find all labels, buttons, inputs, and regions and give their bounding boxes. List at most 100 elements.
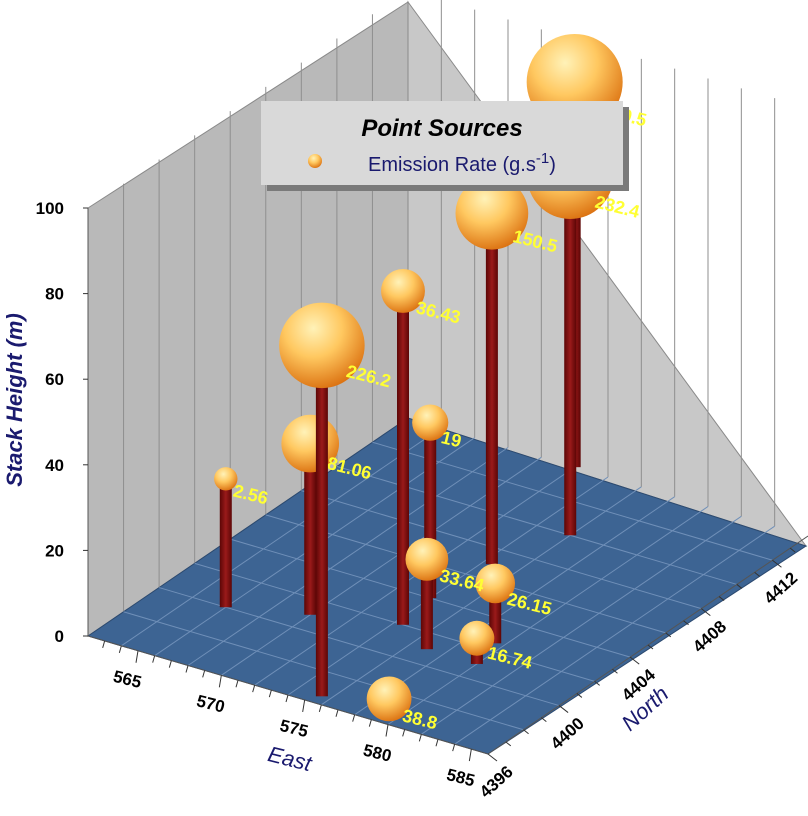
emission-label: 232.4: [593, 192, 642, 222]
z-tick-label: 0: [55, 627, 64, 646]
y-tick-mark: [718, 596, 725, 601]
y-tick-label: 4400: [547, 714, 588, 753]
stack-stem: [564, 175, 577, 536]
floor-grid-line: [121, 427, 442, 647]
x-axis-title: East: [265, 741, 315, 776]
floor-grid-line: [301, 490, 702, 610]
z-tick-label: 60: [45, 370, 64, 389]
x-tick-mark: [385, 724, 389, 737]
x-tick-mark: [352, 714, 356, 722]
x-tick-mark: [268, 689, 272, 698]
emission-sphere: [459, 620, 495, 656]
y-tick-mark: [789, 547, 796, 553]
stack-stem: [315, 345, 328, 697]
x-tick-mark: [218, 675, 222, 688]
x-tick-label: 585: [445, 765, 477, 790]
y-tick-mark: [576, 693, 583, 698]
emission-sphere: [381, 269, 425, 313]
emission-sphere: [366, 676, 412, 722]
x-tick-mark: [452, 744, 456, 752]
y-tick-mark: [629, 656, 640, 665]
floor-grid-line: [194, 562, 595, 682]
floor-grid-line: [421, 515, 742, 735]
x-tick-label: 575: [278, 716, 310, 741]
x-tick-mark: [435, 739, 439, 747]
x-tick-mark: [118, 645, 122, 653]
x-tick-mark: [468, 749, 472, 762]
z-tick-label: 100: [36, 199, 64, 218]
y-tick-mark: [647, 644, 654, 650]
x-tick-mark: [402, 729, 406, 737]
y-tick-mark: [701, 608, 711, 617]
legend-item-label: Emission Rate (g.s: [368, 154, 536, 176]
emission-sphere: [412, 404, 449, 441]
y-tick-mark: [683, 620, 689, 626]
y-tick-mark: [594, 680, 600, 686]
stack-stem: [420, 559, 433, 650]
emission-sphere: [405, 537, 449, 581]
point-source: 226.2: [279, 302, 393, 697]
y-tick-mark: [541, 717, 547, 723]
x-tick-mark: [285, 694, 289, 703]
legend-title: Point Sources: [361, 115, 522, 142]
x-tick-mark: [302, 699, 306, 712]
y-tick-mark: [612, 668, 618, 674]
z-axis: 0 20 40 60 80 100: [36, 199, 89, 646]
x-tick-mark: [418, 734, 422, 742]
point-source: 150.5: [455, 176, 559, 565]
x-tick-mark: [135, 650, 139, 663]
y-tick-mark: [558, 705, 569, 713]
point-source: 36.43: [381, 269, 463, 625]
x-tick-label: 570: [195, 691, 227, 716]
z-axis-title: Stack Height (m): [2, 313, 27, 487]
floor-grid-line: [454, 525, 775, 745]
y-tick-mark: [487, 753, 498, 762]
y-tick-mark: [736, 584, 743, 589]
x-tick-mark: [335, 709, 339, 717]
x-tick-mark: [252, 685, 256, 693]
y-tick-label: 4396: [476, 762, 517, 801]
y-tick-mark: [665, 632, 672, 638]
y-tick-mark: [523, 729, 529, 735]
y-tick-label: 4408: [689, 617, 730, 656]
stack-stem: [304, 443, 317, 615]
legend-sphere-icon: [308, 154, 322, 168]
y-tick-mark: [772, 559, 782, 568]
floor-grid-line: [187, 447, 509, 666]
floor-grid-line: [287, 476, 609, 696]
floor-grid-line: [354, 496, 675, 716]
floor-grid-line: [265, 514, 666, 634]
x-tick-mark: [102, 640, 106, 649]
z-tick-label: 20: [45, 541, 64, 560]
y-tick-mark: [505, 741, 512, 747]
point-sources: 299.5232.4150.51926.1536.4381.0633.6416.…: [214, 33, 649, 733]
emission-label: 19: [439, 427, 463, 451]
emission-sphere: [279, 302, 365, 389]
x-tick-mark: [368, 719, 372, 727]
x-tick-mark: [152, 655, 156, 663]
x-tick-mark: [202, 670, 206, 678]
emission-sphere: [475, 563, 516, 604]
emission-sphere: [214, 467, 238, 491]
x-tick-mark: [168, 660, 172, 668]
x-tick-mark: [235, 680, 239, 688]
legend-item-close: ): [549, 154, 556, 176]
x-tick-label: 565: [111, 667, 143, 692]
z-tick-label: 40: [45, 456, 64, 475]
y-tick-mark: [754, 571, 760, 577]
legend: Point Sources Emission Rate (g.s-1): [261, 101, 629, 191]
x-tick-mark: [318, 704, 322, 712]
floor-grid-line: [387, 506, 709, 725]
stack-stem: [397, 290, 409, 625]
z-tick-label: 80: [45, 285, 64, 304]
y-tick-label: 4412: [760, 568, 801, 607]
emission-sphere: [455, 176, 529, 250]
legend-item-sup: -1: [536, 150, 549, 167]
legend-box: [261, 101, 623, 185]
stack-stem: [485, 213, 498, 565]
stack-stem: [219, 478, 232, 608]
x-tick-label: 580: [361, 741, 393, 766]
x-tick-mark: [185, 665, 189, 673]
legend-item: Emission Rate (g.s-1): [368, 150, 556, 176]
